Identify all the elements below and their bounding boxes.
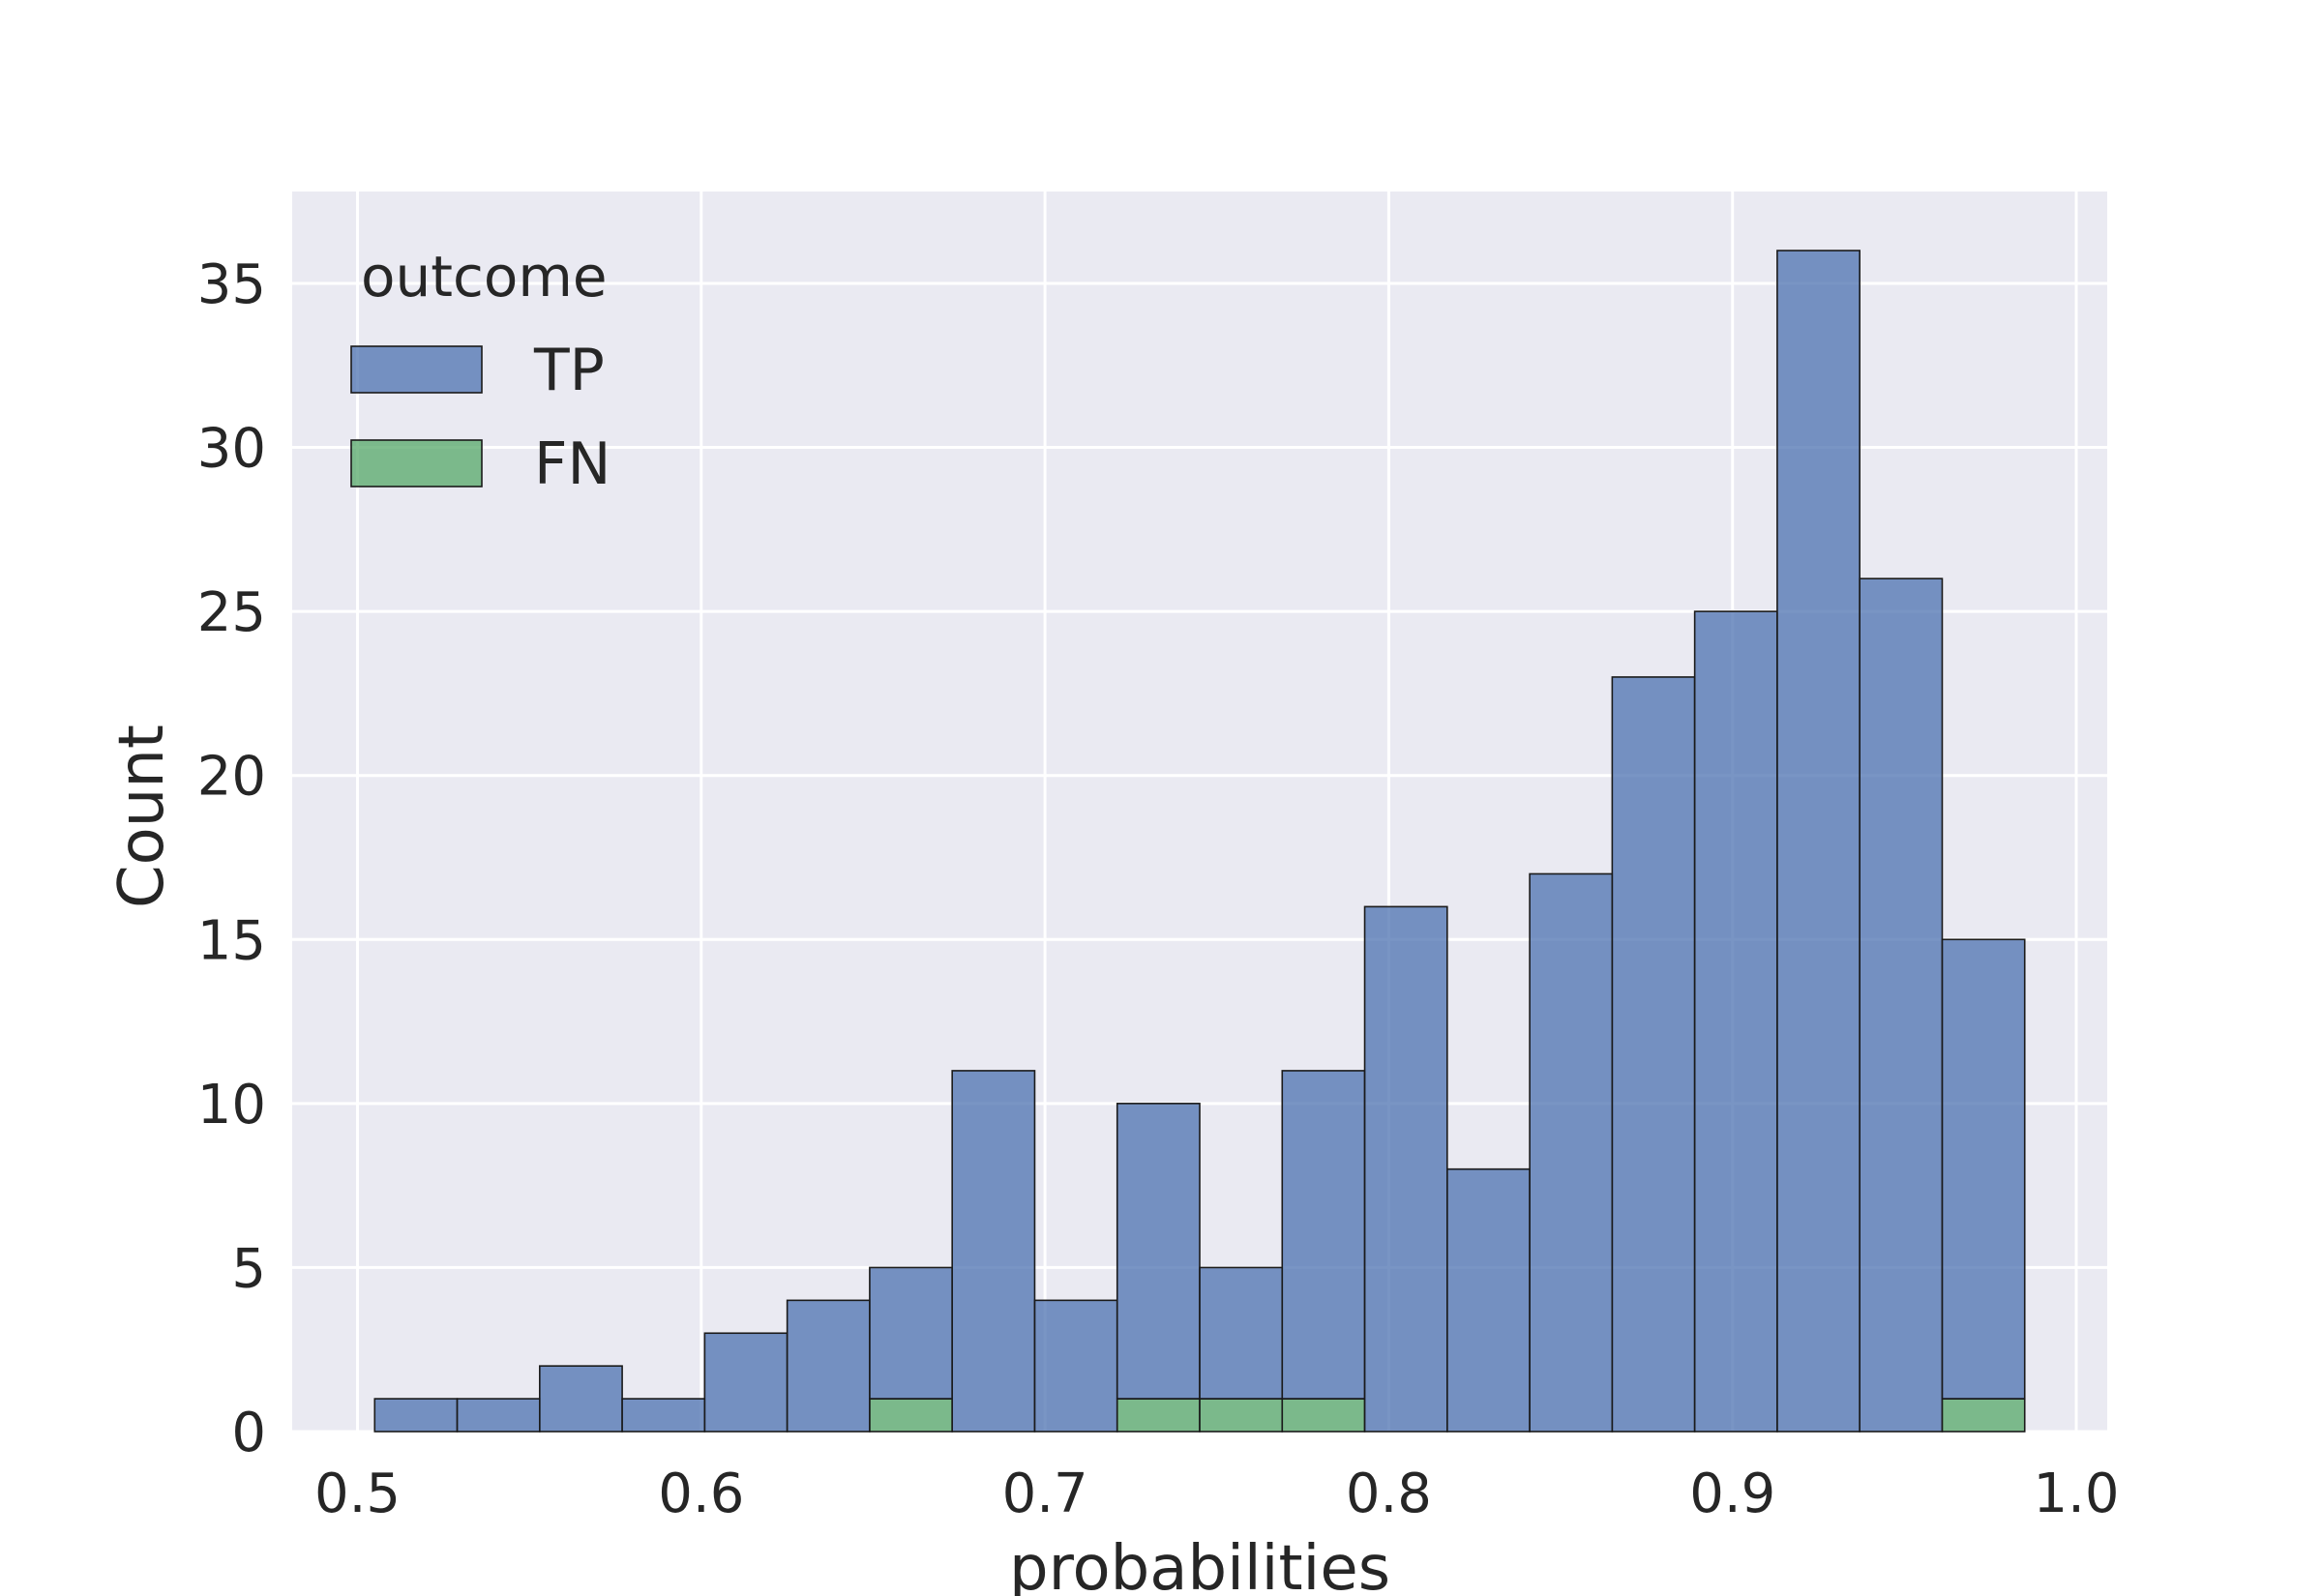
x-tick-label-0.9: 0.9 xyxy=(1689,1463,1775,1525)
bar-fn-bin-19 xyxy=(1941,1398,2026,1433)
legend-label-tp: TP xyxy=(533,337,605,404)
y-tick-label-20: 20 xyxy=(197,746,266,809)
bar-fn-bin-6 xyxy=(869,1398,953,1433)
x-tick-label-0.5: 0.5 xyxy=(314,1463,401,1525)
legend: outcome TP FN xyxy=(350,244,610,498)
y-tick-label-30: 30 xyxy=(197,418,266,481)
bar-fn-bin-9 xyxy=(1116,1398,1201,1433)
x-tick-label-0.8: 0.8 xyxy=(1346,1463,1432,1525)
x-tick-label-0.7: 0.7 xyxy=(1002,1463,1088,1525)
bar-tp-bin-16 xyxy=(1693,610,1778,1433)
bar-tp-bin-3 xyxy=(621,1398,706,1433)
bar-tp-bin-4 xyxy=(703,1332,789,1433)
legend-title: outcome xyxy=(361,244,608,310)
bar-tp-bin-7 xyxy=(951,1070,1036,1433)
y-tick-label-25: 25 xyxy=(197,581,266,644)
legend-swatch-tp xyxy=(350,345,483,394)
y-tick-label-10: 10 xyxy=(197,1074,266,1137)
y-tick-label-0: 0 xyxy=(231,1402,266,1464)
bar-tp-bin-11 xyxy=(1281,1070,1366,1400)
bar-tp-bin-12 xyxy=(1363,905,1448,1433)
bar-tp-bin-15 xyxy=(1611,676,1696,1433)
bar-tp-bin-13 xyxy=(1446,1167,1531,1433)
legend-swatch-fn xyxy=(350,439,483,488)
bar-tp-bin-1 xyxy=(456,1398,541,1433)
x-axis-label: probabilities xyxy=(1009,1533,1390,1596)
bar-tp-bin-19 xyxy=(1941,938,2026,1400)
bar-tp-bin-10 xyxy=(1199,1266,1284,1400)
bar-tp-bin-18 xyxy=(1859,577,1944,1433)
y-axis-label: Count xyxy=(106,724,178,908)
x-tick-label-1.0: 1.0 xyxy=(2033,1463,2119,1525)
x-axis-ticks: 0.5 0.6 0.7 0.8 0.9 1.0 xyxy=(314,1463,2120,1525)
bar-tp-bin-9 xyxy=(1116,1103,1201,1400)
legend-label-fn: FN xyxy=(534,430,610,498)
y-tick-label-5: 5 xyxy=(231,1237,266,1300)
bar-fn-bin-11 xyxy=(1281,1398,1366,1433)
x-tick-label-0.6: 0.6 xyxy=(658,1463,744,1525)
y-axis-ticks: 0 5 10 15 20 25 30 35 xyxy=(197,253,266,1464)
bar-tp-bin-2 xyxy=(539,1365,623,1433)
histogram-bars xyxy=(373,250,2026,1433)
bar-tp-bin-8 xyxy=(1033,1299,1118,1433)
bar-tp-bin-6 xyxy=(869,1266,953,1400)
bar-fn-bin-10 xyxy=(1199,1398,1284,1433)
y-tick-label-15: 15 xyxy=(197,909,266,972)
bar-tp-bin-5 xyxy=(786,1299,871,1433)
bar-tp-bin-0 xyxy=(373,1398,459,1433)
bar-tp-bin-14 xyxy=(1529,872,1614,1433)
bar-tp-bin-17 xyxy=(1776,250,1861,1433)
y-tick-label-35: 35 xyxy=(197,253,266,316)
